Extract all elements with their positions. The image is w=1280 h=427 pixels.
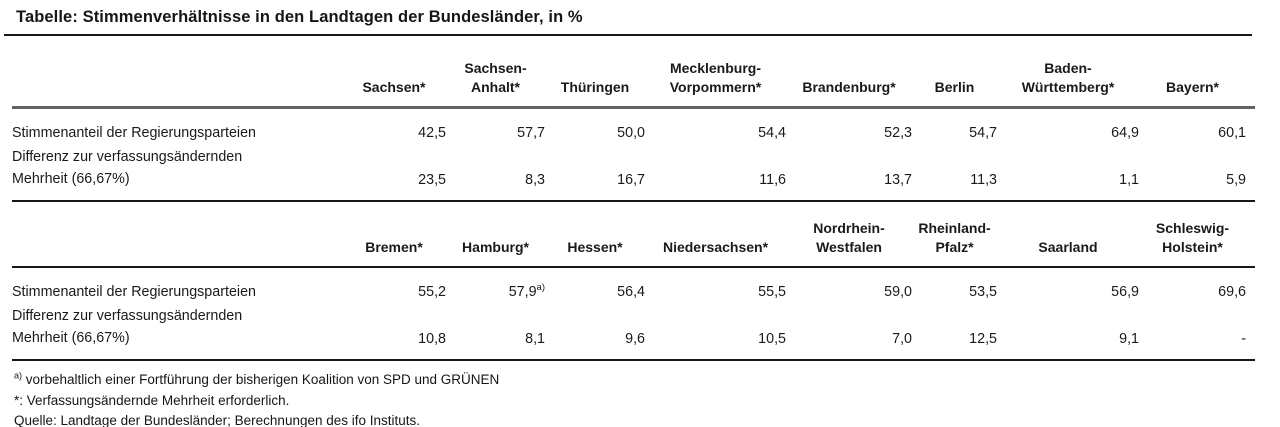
col-header-hamburg: Hamburg* bbox=[462, 239, 529, 255]
value-cell: 10,5 bbox=[758, 331, 786, 347]
value-cell: 55,2 bbox=[418, 284, 446, 300]
col-header-saarland: Saarland bbox=[1038, 239, 1098, 255]
value-cell: 60,1 bbox=[1218, 125, 1246, 141]
col-header-niedersachsen: Niedersachsen* bbox=[662, 239, 769, 255]
landtag-table-1: Sachsen* Sachsen- Anhalt* Thüringen Meck… bbox=[12, 36, 1255, 202]
footnote-a-marker: a) bbox=[14, 370, 23, 381]
value-cell: 5,9 bbox=[1226, 172, 1246, 188]
landtag-table-2: Bremen* Hamburg* Hessen* Niedersachsen* … bbox=[12, 202, 1255, 361]
value-cell: 69,6 bbox=[1218, 284, 1246, 300]
tables-area: Sachsen* Sachsen- Anhalt* Thüringen Meck… bbox=[12, 36, 1255, 361]
col-header-bremen: Bremen* bbox=[365, 239, 423, 255]
value-cell: 56,9 bbox=[1111, 284, 1139, 300]
value-cell: 52,3 bbox=[884, 125, 912, 141]
value-cell: 53,5 bbox=[969, 284, 997, 300]
value-cell: 64,9 bbox=[1111, 125, 1139, 141]
row-label-share: Stimmenanteil der Regierungsparteien bbox=[12, 125, 256, 141]
col-header-brandenburg: Brandenburg* bbox=[802, 79, 896, 95]
page-title: Tabelle: Stimmenverhältnisse in den Land… bbox=[16, 8, 583, 26]
col-header-rheinland-pfalz: Rheinland- Pfalz* bbox=[918, 220, 991, 255]
value-cell: 8,3 bbox=[525, 172, 545, 188]
col-header-nordrhein-westfalen: Nordrhein- Westfalen bbox=[813, 220, 885, 255]
value-cell: 12,5 bbox=[969, 331, 997, 347]
row-label-diff: Differenz zur verfassungsändernden Mehrh… bbox=[12, 149, 243, 187]
col-header-sachsen: Sachsen* bbox=[362, 79, 426, 95]
table-2-header-row: Bremen* Hamburg* Hessen* Niedersachsen* … bbox=[12, 202, 1255, 267]
col-header-mecklenburg-vorpommern: Mecklenburg- Vorpommern* bbox=[669, 60, 762, 95]
value-cell: 9,1 bbox=[1119, 331, 1139, 347]
value-cell: 13,7 bbox=[884, 172, 912, 188]
col-header-thueringen: Thüringen bbox=[560, 79, 630, 95]
table-row-diff-2: Differenz zur verfassungsändernden Mehrh… bbox=[12, 305, 1255, 360]
row-label-diff: Differenz zur verfassungsändernden Mehrh… bbox=[12, 308, 243, 346]
source-line: Quelle: Landtage der Bundesländer; Berec… bbox=[14, 413, 421, 427]
value-cell: 50,0 bbox=[617, 125, 645, 141]
col-header-hessen: Hessen* bbox=[567, 239, 623, 255]
title-block: Tabelle: Stimmenverhältnisse in den Land… bbox=[4, 0, 1252, 36]
header-spacer bbox=[12, 36, 342, 108]
value-cell: 54,4 bbox=[758, 125, 786, 141]
value-with-note: 57,9 bbox=[508, 284, 537, 300]
col-header-schleswig-holstein: Schleswig- Holstein* bbox=[1155, 220, 1230, 255]
value-cell: 7,0 bbox=[892, 331, 912, 347]
col-header-bayern: Bayern* bbox=[1166, 79, 1219, 95]
value-cell: 57,7 bbox=[517, 125, 545, 141]
footnote-star: *: Verfassungsändernde Mehrheit erforder… bbox=[14, 392, 290, 408]
footnotes-block: a) vorbehaltlich einer Fortführung der b… bbox=[14, 370, 1280, 427]
value-cell: 42,5 bbox=[418, 125, 446, 141]
value-cell: 56,4 bbox=[617, 284, 645, 300]
row-label-share: Stimmenanteil der Regierungsparteien bbox=[12, 284, 256, 300]
value-cell: - bbox=[1241, 331, 1246, 347]
value-cell: 10,8 bbox=[418, 331, 446, 347]
value-cell: 8,1 bbox=[525, 331, 545, 347]
table-row-share-2: Stimmenanteil der Regierungsparteien 55,… bbox=[12, 267, 1255, 305]
value-cell: 55,5 bbox=[758, 284, 786, 300]
value-cell: 23,5 bbox=[418, 172, 446, 188]
value-cell: 11,6 bbox=[759, 172, 786, 188]
col-header-berlin: Berlin bbox=[934, 79, 975, 95]
value-cell: 16,7 bbox=[617, 172, 645, 188]
footnote-a: a) vorbehaltlich einer Fortführung der b… bbox=[14, 370, 1280, 391]
value-cell: 57,9a) bbox=[446, 267, 545, 305]
col-header-sachsen-anhalt: Sachsen- Anhalt* bbox=[464, 60, 527, 95]
header-spacer bbox=[12, 202, 342, 267]
value-cell: 9,6 bbox=[625, 331, 645, 347]
col-header-baden-wuerttemberg: Baden- Württemberg* bbox=[1021, 60, 1115, 95]
footnote-marker-a: a) bbox=[536, 282, 545, 294]
table-1-header-row: Sachsen* Sachsen- Anhalt* Thüringen Meck… bbox=[12, 36, 1255, 108]
table-row-diff-1: Differenz zur verfassungsändernden Mehrh… bbox=[12, 146, 1255, 201]
footnote-a-text: vorbehaltlich einer Fortführung der bish… bbox=[22, 372, 500, 387]
value-cell: 54,7 bbox=[969, 125, 997, 141]
value-cell: 59,0 bbox=[884, 284, 912, 300]
value-cell: 11,3 bbox=[970, 172, 997, 188]
value-cell: 1,1 bbox=[1119, 172, 1139, 188]
table-row-share-1: Stimmenanteil der Regierungsparteien 42,… bbox=[12, 108, 1255, 147]
